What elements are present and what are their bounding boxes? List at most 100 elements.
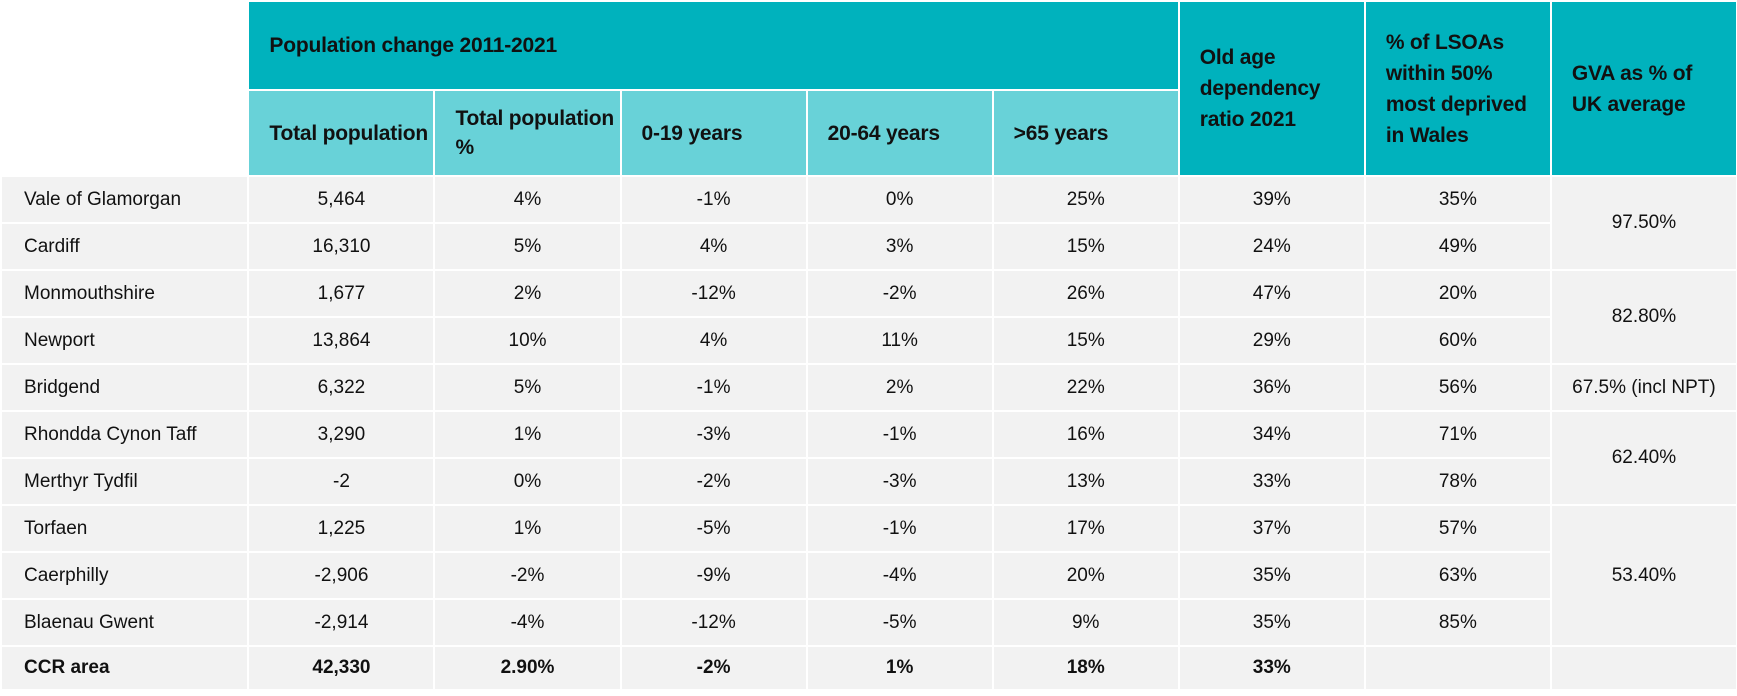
header-total-population: Total population — [249, 91, 434, 175]
cell-0-19: -12% — [621, 271, 806, 316]
total-cell-total: 42,330 — [249, 647, 434, 689]
cell-pct: 1% — [435, 412, 620, 457]
cell-total: 1,225 — [249, 506, 434, 551]
cell-old-age: 34% — [1179, 412, 1364, 457]
total-row-name: CCR area — [2, 647, 248, 689]
cell-65: 13% — [993, 459, 1178, 504]
table-row: Torfaen 1,225 1% -5% -1% 17% 37% 57% 53.… — [2, 506, 1736, 645]
cell-0-19: -2% — [621, 459, 806, 504]
table-row: Merthyr Tydfil -2 0% -2% -3% 13% 33% 78% — [2, 459, 1736, 504]
header-total-population-pct: Total population % — [435, 91, 620, 175]
cell-20-64: -4% — [807, 553, 992, 598]
cell-20-64: -5% — [807, 600, 992, 645]
header-blank-cell — [2, 2, 248, 175]
row-name: Bridgend — [2, 365, 248, 410]
cell-65: 16% — [993, 412, 1178, 457]
cell-pct: 10% — [435, 318, 620, 363]
header-row-sub: Total population Total population % 0-19… — [2, 91, 1736, 175]
cell-old-age: 29% — [1179, 318, 1364, 363]
cell-65: 20% — [993, 553, 1178, 598]
total-cell-old-age: 33% — [1179, 647, 1364, 689]
cell-pct: 5% — [435, 224, 620, 269]
cell-total: 1,677 — [249, 271, 434, 316]
cell-total: 5,464 — [249, 177, 434, 222]
cell-pct: 0% — [435, 459, 620, 504]
cell-total: 13,864 — [249, 318, 434, 363]
cell-65: 25% — [993, 177, 1178, 222]
cell-lsoa: 57% — [1365, 506, 1550, 551]
table-row: Blaenau Gwent -2,914 -4% -12% -5% 9% 35%… — [2, 600, 1736, 645]
total-cell-20-64: 1% — [807, 647, 992, 689]
cell-0-19: -1% — [621, 177, 806, 222]
cell-65: 15% — [993, 318, 1178, 363]
row-name: Vale of Glamorgan — [2, 177, 248, 222]
cell-pct: 4% — [435, 177, 620, 222]
row-name: Caerphilly — [2, 553, 248, 598]
cell-0-19: 4% — [621, 224, 806, 269]
row-name: Rhondda Cynon Taff — [2, 412, 248, 457]
header-population-change: Population change 2011-2021 — [249, 2, 1178, 89]
cell-old-age: 39% — [1179, 177, 1364, 222]
row-name: Merthyr Tydfil — [2, 459, 248, 504]
cell-pct: -2% — [435, 553, 620, 598]
cell-old-age: 35% — [1179, 600, 1364, 645]
row-name: Cardiff — [2, 224, 248, 269]
cell-20-64: 3% — [807, 224, 992, 269]
cell-lsoa: 78% — [1365, 459, 1550, 504]
cell-lsoa: 56% — [1365, 365, 1550, 410]
total-cell-gva-empty — [1551, 647, 1736, 689]
header-row-top: Population change 2011-2021 Old age depe… — [2, 2, 1736, 175]
cell-lsoa: 63% — [1365, 553, 1550, 598]
cell-pct: 5% — [435, 365, 620, 410]
cell-20-64: -2% — [807, 271, 992, 316]
cell-20-64: 0% — [807, 177, 992, 222]
cell-total: 6,322 — [249, 365, 434, 410]
cell-lsoa: 35% — [1365, 177, 1550, 222]
total-cell-0-19: -2% — [621, 647, 806, 689]
total-cell-pct: 2.90% — [435, 647, 620, 689]
row-name: Blaenau Gwent — [2, 600, 248, 645]
cell-old-age: 37% — [1179, 506, 1364, 551]
header-gva: GVA as % of UK average — [1551, 2, 1736, 175]
cell-old-age: 36% — [1179, 365, 1364, 410]
cell-gva: 82.80% — [1551, 271, 1736, 363]
cell-lsoa: 60% — [1365, 318, 1550, 363]
total-row: CCR area 42,330 2.90% -2% 1% 18% 33% — [2, 647, 1736, 689]
cell-old-age: 35% — [1179, 553, 1364, 598]
cell-0-19: -9% — [621, 553, 806, 598]
cell-20-64: 2% — [807, 365, 992, 410]
cell-0-19: 4% — [621, 318, 806, 363]
cell-gva: 62.40% — [1551, 412, 1736, 504]
cell-20-64: -1% — [807, 412, 992, 457]
header-0-19-years: 0-19 years — [621, 91, 806, 175]
cell-65: 15% — [993, 224, 1178, 269]
cell-lsoa: 49% — [1365, 224, 1550, 269]
row-name: Monmouthshire — [2, 271, 248, 316]
cell-20-64: -1% — [807, 506, 992, 551]
cell-pct: -4% — [435, 600, 620, 645]
table-row: Monmouthshire 1,677 2% -12% -2% 26% 47% … — [2, 271, 1736, 363]
cell-65: 17% — [993, 506, 1178, 551]
table-row: Newport 13,864 10% 4% 11% 15% 29% 60% — [2, 318, 1736, 363]
cell-lsoa: 71% — [1365, 412, 1550, 457]
cell-0-19: -3% — [621, 412, 806, 457]
cell-pct: 1% — [435, 506, 620, 551]
table-row: Bridgend 6,322 5% -1% 2% 22% 36% 56% 67.… — [2, 365, 1736, 410]
cell-gva: 67.5% (incl NPT) — [1551, 365, 1736, 410]
cell-total: 3,290 — [249, 412, 434, 457]
table-row: Caerphilly -2,906 -2% -9% -4% 20% 35% 63… — [2, 553, 1736, 598]
row-name: Torfaen — [2, 506, 248, 551]
table-row: Vale of Glamorgan 5,464 4% -1% 0% 25% 39… — [2, 177, 1736, 269]
cell-total: -2,906 — [249, 553, 434, 598]
cell-65: 9% — [993, 600, 1178, 645]
cell-total: -2,914 — [249, 600, 434, 645]
cell-old-age: 47% — [1179, 271, 1364, 316]
cell-old-age: 33% — [1179, 459, 1364, 504]
cell-pct: 2% — [435, 271, 620, 316]
header-lsoa-deprived: % of LSOAs within 50% most deprived in W… — [1365, 2, 1550, 175]
cell-gva: 97.50% — [1551, 177, 1736, 269]
cell-65: 22% — [993, 365, 1178, 410]
cell-total: 16,310 — [249, 224, 434, 269]
header-old-age-dependency: Old age dependency ratio 2021 — [1179, 2, 1364, 175]
